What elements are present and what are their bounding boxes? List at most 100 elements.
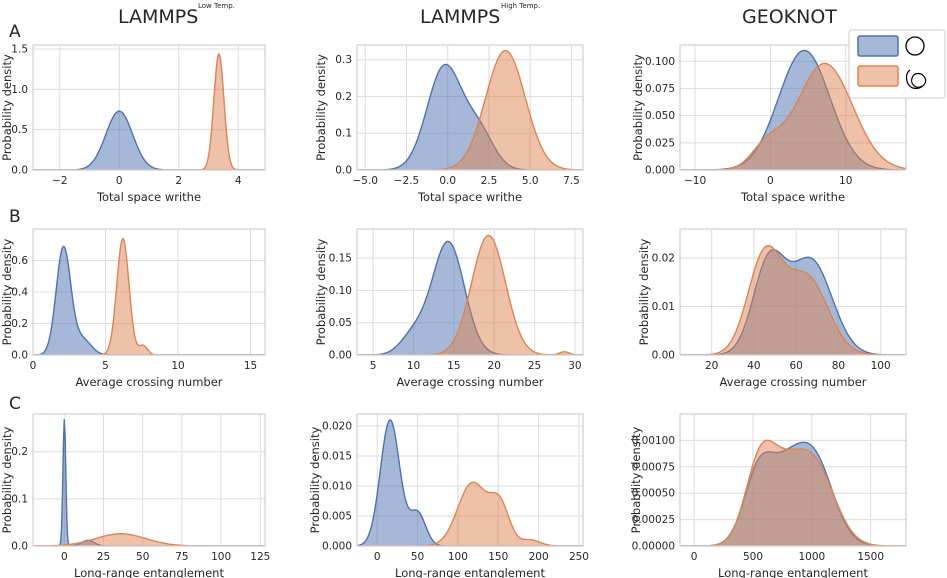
column-title: LAMMPS — [118, 6, 198, 28]
y-axis-label: Probability density — [0, 54, 14, 161]
x-tick-labels: 0 50 100 150 200 250 — [374, 551, 589, 563]
density-fill-knot — [357, 482, 583, 546]
y-tick-label: 0.01 — [652, 301, 675, 313]
y-tick-label: 0.00 — [329, 350, 352, 362]
x-tick-labels: −2 0 2 4 — [52, 175, 242, 187]
x-tick-label: 30 — [568, 360, 581, 372]
axes-frame — [356, 413, 584, 547]
column-title-superscript: High Temp. — [501, 2, 540, 10]
panel-grid: −2 0 2 4 0.0 0.5 1.0 1.5 Total space writhe Proba… — [0, 44, 907, 578]
y-axis-label: Probability density — [637, 239, 651, 346]
column-title-superscript: Low Temp. — [198, 2, 235, 10]
x-tick-label: 40 — [747, 360, 760, 372]
density-areas — [357, 49, 583, 170]
x-tick-label: −2.5 — [394, 175, 420, 187]
y-tick-labels: 0.000 0.025 0.050 0.075 0.100 — [645, 56, 675, 177]
y-tick-label: 0.025 — [645, 137, 675, 149]
column-title-lammps-high: LAMMPS High Temp. — [420, 2, 540, 28]
y-tick-label: 0.1 — [11, 493, 28, 505]
axes-frame — [32, 228, 266, 356]
y-tick-labels: 0.0 0.1 0.2 — [11, 446, 28, 552]
axes-frame — [356, 44, 584, 171]
density-fill-knot — [33, 54, 265, 170]
y-tick-label: 0.2 — [335, 91, 352, 103]
density-areas — [357, 234, 583, 355]
density-areas — [33, 52, 265, 170]
column-title-geoknot: GEOKNOT — [742, 6, 837, 28]
y-tick-label: 0.00100 — [632, 435, 675, 447]
x-tick-label: 15 — [244, 360, 257, 372]
x-tick-label: 50 — [411, 551, 424, 563]
x-axis-label: Average crossing number — [719, 375, 866, 389]
x-axis-label: Total space writhe — [740, 190, 845, 204]
density-fill-knot — [357, 50, 583, 170]
legend-swatch-knot — [857, 65, 899, 87]
y-tick-label: 0.0 — [11, 165, 28, 177]
y-tick-label: 0.100 — [645, 56, 675, 68]
gridlines — [33, 45, 265, 171]
y-tick-label: 0.05 — [329, 317, 352, 329]
x-tick-label: 25 — [528, 360, 541, 372]
density-line-unknot — [357, 63, 583, 170]
y-tick-label: 0.00025 — [632, 514, 675, 526]
density-areas — [680, 439, 906, 546]
y-tick-label: 0.6 — [11, 255, 28, 267]
y-tick-label: 0.10 — [329, 285, 352, 297]
chart-3c: 0 500 1000 1500 0.00000 0.00025 0.00050 0.00075… — [629, 413, 907, 578]
density-line-knot — [357, 481, 583, 546]
axes-frame — [679, 413, 907, 547]
y-axis-label: Probability density — [308, 427, 322, 534]
y-tick-labels: 0.00 0.05 0.10 0.15 — [329, 253, 352, 362]
x-axis-label: Long-range entanglement — [74, 566, 224, 578]
circle-unknot-icon — [905, 36, 925, 56]
x-tick-label: 0 — [116, 175, 123, 187]
density-line-knot — [33, 52, 265, 170]
x-axis-label: Total space writhe — [96, 190, 201, 204]
y-tick-labels: 0.0 0.1 0.2 0.3 — [335, 54, 352, 176]
x-tick-label: 15 — [447, 360, 460, 372]
y-tick-label: 0.00000 — [632, 541, 675, 553]
x-tick-label: 75 — [175, 551, 188, 563]
x-tick-label: 0 — [691, 551, 698, 563]
y-tick-label: 0.2 — [11, 446, 28, 458]
x-tick-label: 0 — [767, 175, 774, 187]
y-tick-labels: 0.0 0.2 0.4 0.6 — [11, 255, 28, 362]
x-tick-label: 5.0 — [522, 175, 539, 187]
y-tick-labels: 0.0 0.5 1.0 1.5 — [11, 44, 28, 177]
y-tick-label: 0.00 — [652, 350, 675, 362]
axes-frame — [679, 44, 907, 171]
axes-frame — [679, 228, 907, 356]
chart-2b: 5 10 15 20 25 30 0.00 0.05 0.10 0.15 Average cross… — [314, 228, 584, 389]
density-line-knot — [680, 439, 906, 546]
chart-1b: −5.0 −2.5 0.0 2.5 5.0 7.5 0.0 0.1 0.2 0.3 Total sp… — [314, 44, 584, 204]
y-axis-label: Probability density — [314, 54, 328, 161]
x-tick-label: −10 — [684, 175, 706, 187]
axes-frame — [356, 228, 584, 356]
x-tick-label: 500 — [743, 551, 763, 563]
y-tick-label: 0.00050 — [632, 488, 675, 500]
y-axis-label: Probability density — [314, 239, 328, 346]
y-tick-label: 0.0 — [11, 541, 28, 553]
x-tick-labels: 20 40 60 80 100 — [705, 360, 891, 372]
x-tick-label: 200 — [529, 551, 549, 563]
x-tick-labels: 0 5 10 15 — [30, 360, 258, 372]
x-tick-label: 150 — [488, 551, 508, 563]
x-tick-label: 5 — [102, 360, 109, 372]
knot-icon — [905, 69, 927, 89]
x-tick-label: 2 — [175, 175, 182, 187]
x-tick-label: −2 — [52, 175, 67, 187]
axes-frame — [32, 44, 266, 171]
x-tick-label: 20 — [488, 360, 501, 372]
row-letter-a: A — [9, 22, 21, 42]
density-line-knot — [33, 237, 265, 355]
x-tick-label: 100 — [871, 360, 891, 372]
column-title: LAMMPS — [420, 6, 500, 28]
x-tick-label: 1000 — [798, 551, 825, 563]
y-tick-label: 0.4 — [11, 287, 28, 299]
y-tick-label: 0.3 — [335, 54, 352, 66]
density-line-unknot — [33, 419, 265, 546]
x-tick-label: 0.0 — [439, 175, 456, 187]
density-fill-unknot — [357, 419, 583, 546]
y-tick-label: 0.15 — [329, 253, 352, 265]
